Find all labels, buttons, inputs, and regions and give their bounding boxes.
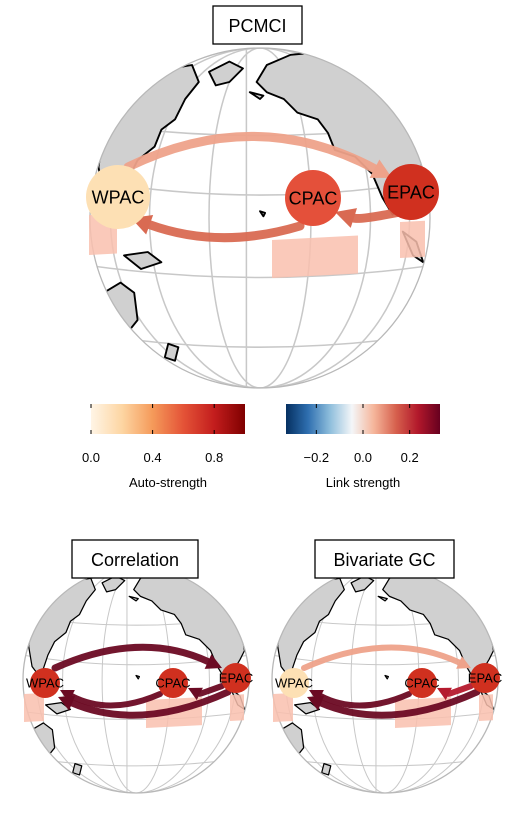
colorbar-auto-strength-gradient: [91, 404, 245, 434]
panel-title: Correlation: [91, 550, 179, 570]
node-circle: [86, 165, 150, 229]
colorbar-title: Auto-strength: [129, 475, 207, 490]
node-epac: EPAC: [383, 164, 439, 220]
colorbar-tick-label: 0.2: [401, 450, 419, 465]
link-arrow-epac-cpac: [437, 683, 474, 701]
node-label: WPAC: [275, 676, 313, 691]
region-box: [24, 692, 44, 722]
colorbar-tick-label: 0.0: [82, 450, 100, 465]
node-label: CPAC: [404, 676, 439, 691]
node-circle: [383, 164, 439, 220]
node-label: CPAC: [155, 676, 190, 691]
colorbar-tick-label: 0.4: [144, 450, 162, 465]
node-wpac: WPAC: [275, 668, 313, 698]
region-box: [479, 694, 493, 721]
link-arrow-epac-wpac: [307, 688, 481, 719]
panel-title: Bivariate GC: [333, 550, 435, 570]
link-arrow-wpac-epac: [123, 131, 392, 178]
node-label: EPAC: [468, 671, 502, 686]
colorbar-title: Link strength: [326, 475, 400, 490]
node-wpac: WPAC: [86, 165, 150, 229]
node-circle: [285, 170, 341, 226]
colorbar-tick-label: 0.8: [205, 450, 223, 465]
node-circle: [470, 663, 500, 693]
node-label: CPAC: [289, 188, 338, 208]
panel-correlation: WPAC CPAC EPAC Correlation: [22, 539, 253, 794]
link-arrow-wpac-epac: [301, 644, 471, 671]
link-arrow-cpac-wpac: [309, 689, 412, 709]
region-box: [272, 235, 358, 278]
node-label: WPAC: [92, 187, 145, 207]
colorbar-auto-strength: 0.0 0.4 0.8 Auto-strength: [82, 404, 245, 490]
node-cpac: CPAC: [404, 668, 440, 698]
node-circle: [30, 668, 60, 698]
node-label: WPAC: [26, 676, 64, 691]
region-box: [230, 694, 244, 721]
colorbar-link-strength: −0.2 0.0 0.2 Link strength: [286, 404, 440, 490]
node-circle: [221, 663, 251, 693]
region-box: [273, 692, 293, 722]
link-arrow-cpac-wpac: [60, 689, 163, 709]
node-label: EPAC: [219, 671, 253, 686]
node-circle: [158, 668, 188, 698]
link-arrow-epac-wpac: [58, 688, 232, 719]
node-cpac: CPAC: [155, 668, 191, 698]
node-wpac: WPAC: [26, 668, 64, 698]
colorbar-link-strength-gradient: [286, 404, 440, 434]
colorbar-tick-label: −0.2: [303, 450, 329, 465]
region-box: [400, 220, 425, 258]
node-label: EPAC: [387, 182, 435, 202]
panel-bivariate-gc: WPAC CPAC EPAC Bivariate GC: [271, 539, 502, 794]
colorbar-tick-label: 0.0: [354, 450, 372, 465]
node-epac: EPAC: [468, 663, 502, 693]
title-box: [314, 539, 455, 579]
title-box: [212, 5, 303, 45]
node-circle: [407, 668, 437, 698]
panel-title: PCMCI: [229, 16, 287, 36]
link-arrow-wpac-epac: [51, 643, 222, 672]
link-arrow-epac-cpac: [188, 683, 225, 701]
node-cpac: CPAC: [285, 170, 341, 226]
title-box: [71, 539, 199, 579]
node-circle: [279, 668, 309, 698]
node-epac: EPAC: [219, 663, 253, 693]
panel-pcmci: WPAC CPAC EPAC PCMCI: [86, 5, 439, 389]
